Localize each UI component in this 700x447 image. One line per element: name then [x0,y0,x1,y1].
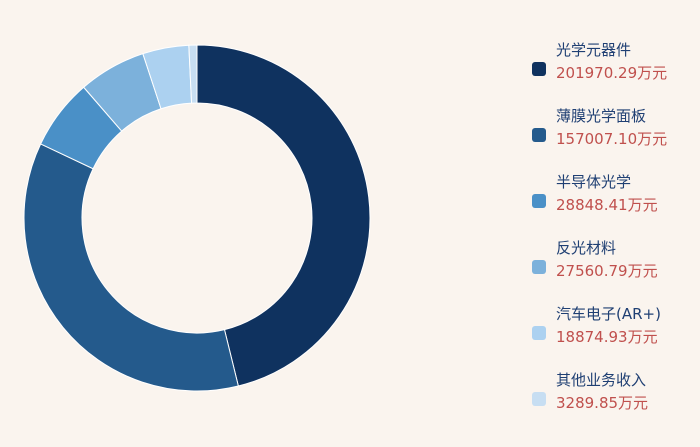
legend-item-3[interactable]: 反光材料 27560.79万元 [532,238,700,304]
legend-swatch [532,392,546,406]
legend-value: 18874.93万元 [556,328,658,346]
legend-item-2[interactable]: 半导体光学 28848.41万元 [532,172,700,238]
legend-label: 薄膜光学面板 [556,107,647,125]
legend-swatch [532,62,546,76]
legend-item-1[interactable]: 薄膜光学面板 157007.10万元 [532,106,700,172]
chart-legend: 光学元器件 201970.29万元 薄膜光学面板 157007.10万元 半导体… [532,40,700,436]
legend-value: 28848.41万元 [556,196,658,214]
legend-label: 光学元器件 [556,41,632,59]
legend-value: 201970.29万元 [556,64,668,82]
legend-swatch [532,128,546,142]
legend-label: 半导体光学 [556,173,632,191]
legend-swatch [532,194,546,208]
legend-swatch [532,326,546,340]
legend-item-4[interactable]: 汽车电子(AR+) 18874.93万元 [532,304,700,370]
legend-item-0[interactable]: 光学元器件 201970.29万元 [532,40,700,106]
legend-label: 其他业务收入 [556,371,647,389]
donut-slice-1[interactable] [23,143,239,392]
legend-value: 27560.79万元 [556,262,658,280]
legend-label: 汽车电子(AR+) [556,305,661,323]
donut-slice-5[interactable] [188,44,198,104]
donut-slice-0[interactable] [196,44,371,387]
legend-swatch [532,260,546,274]
legend-label: 反光材料 [556,239,617,257]
donut-chart [23,44,371,392]
legend-value: 3289.85万元 [556,394,649,412]
legend-item-5[interactable]: 其他业务收入 3289.85万元 [532,370,700,436]
legend-value: 157007.10万元 [556,130,668,148]
